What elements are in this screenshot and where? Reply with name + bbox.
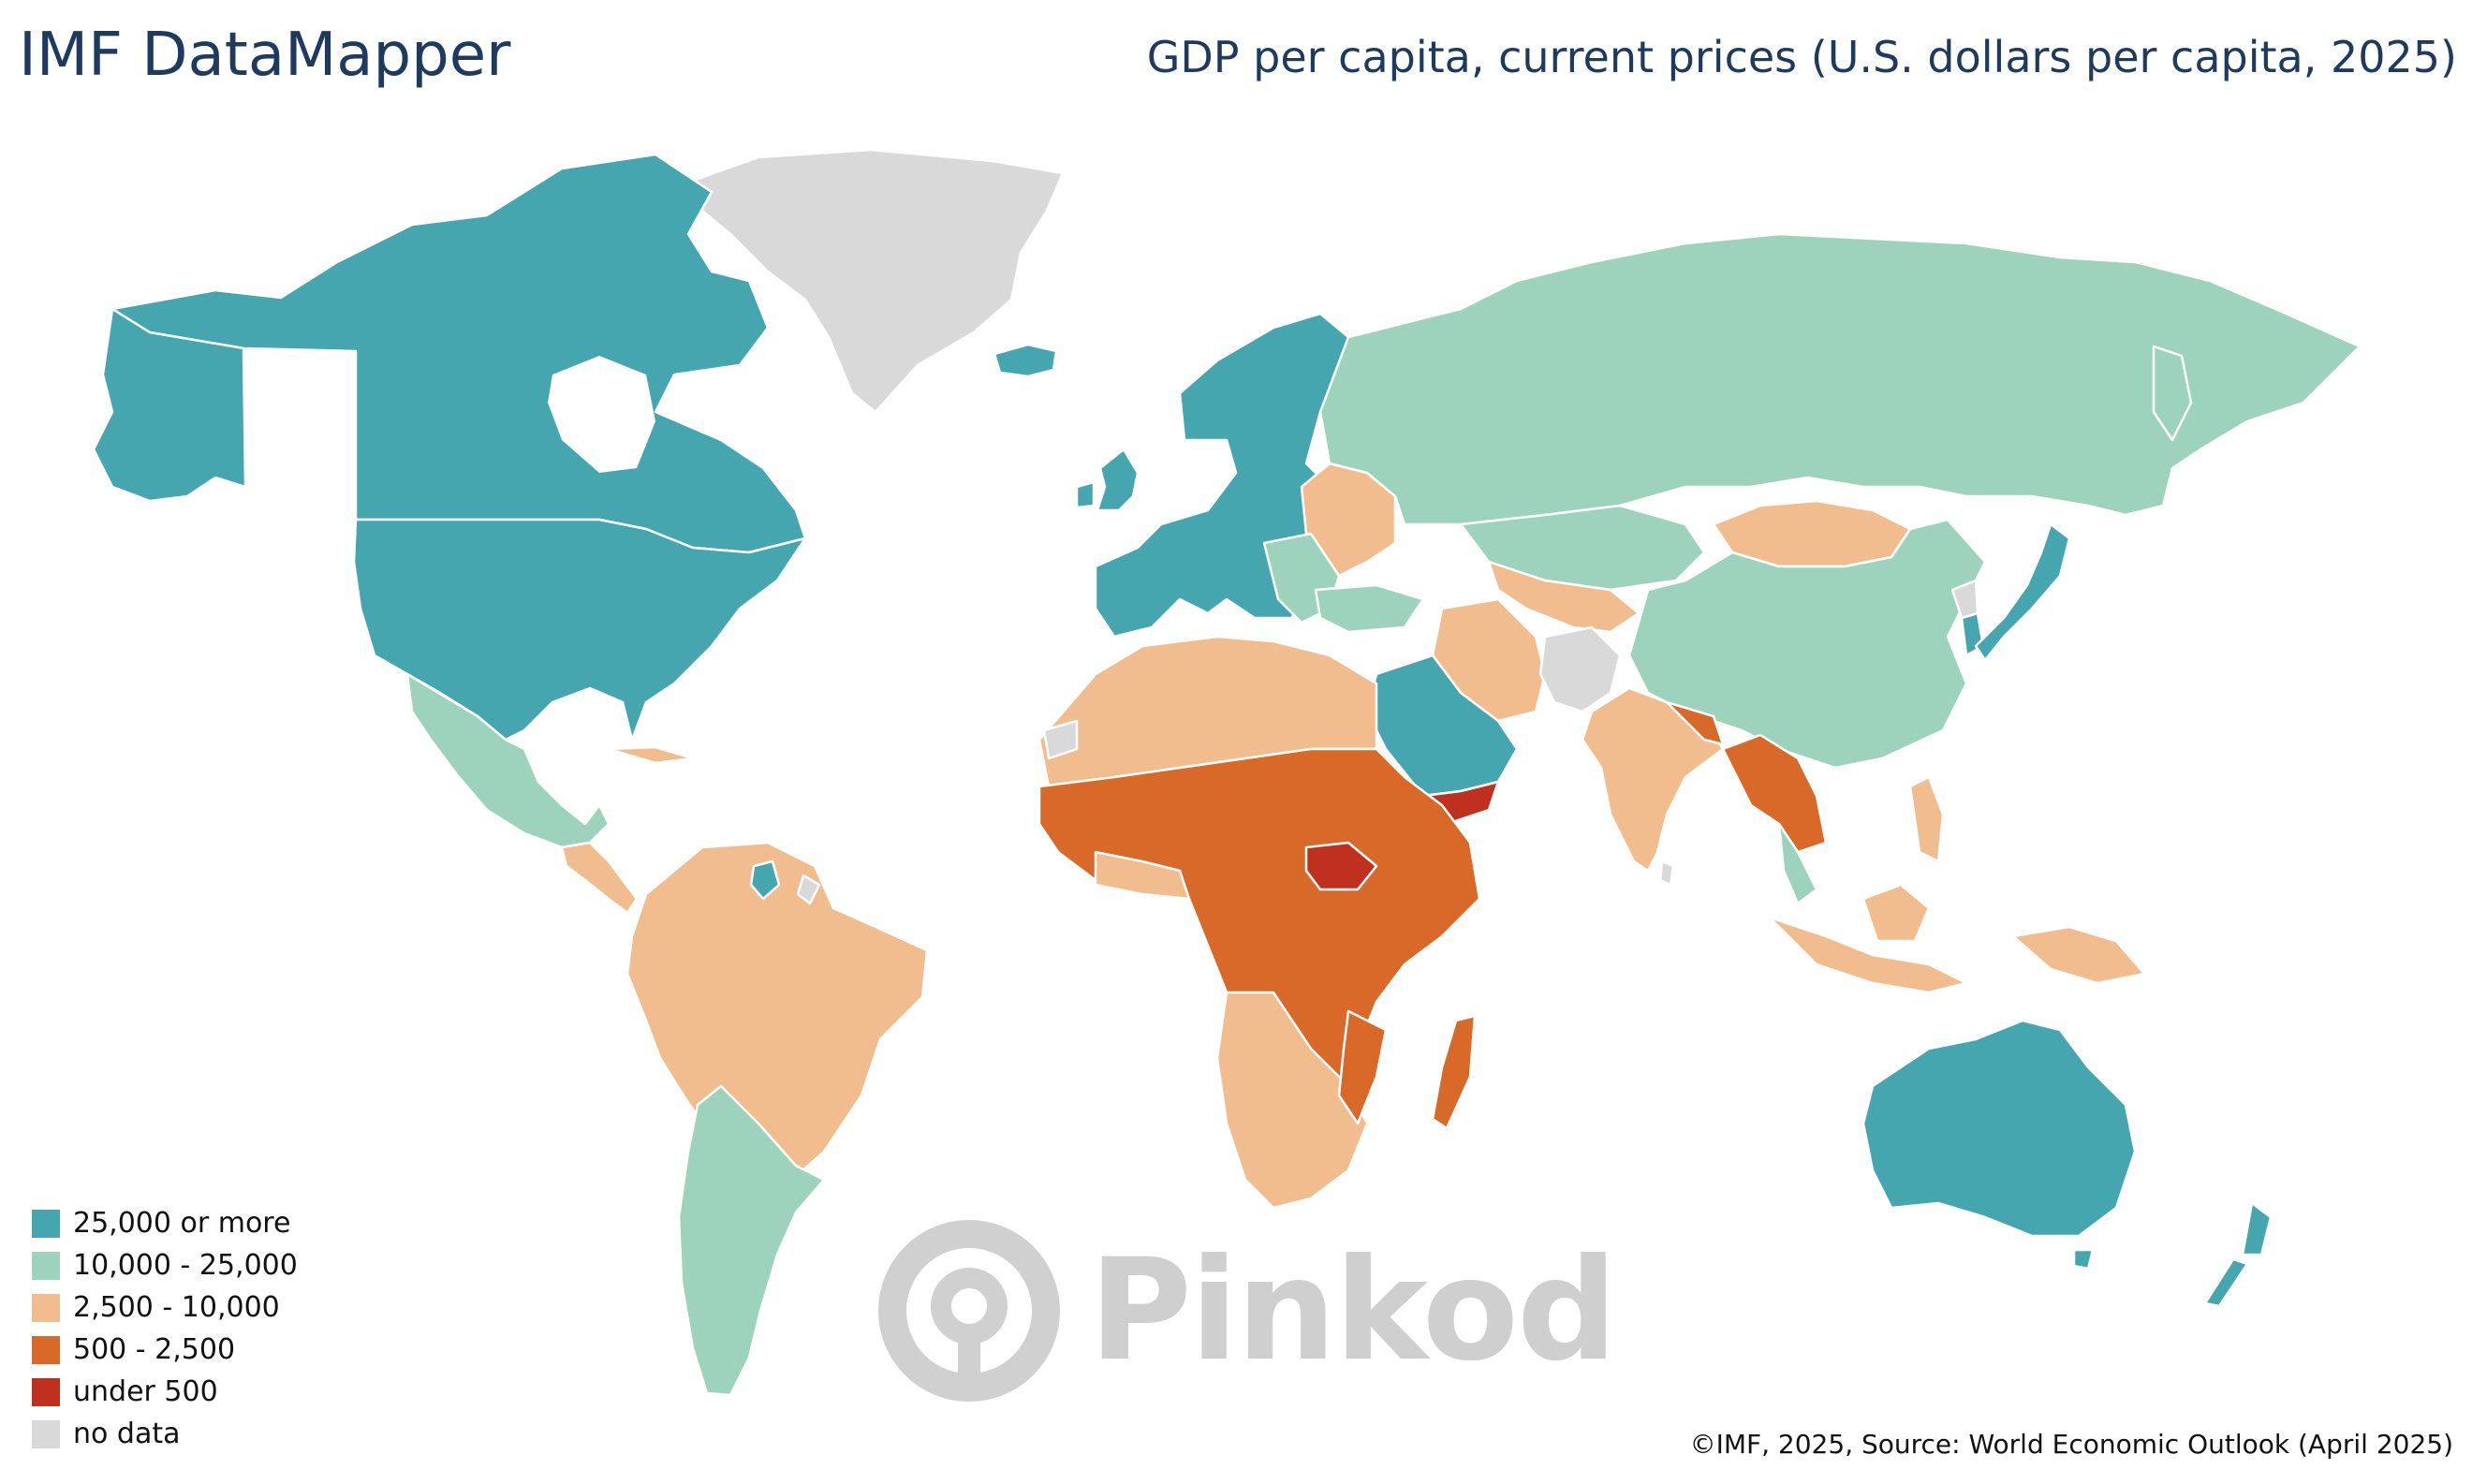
legend-swatch xyxy=(32,1251,60,1280)
region-kamchatka[interactable] xyxy=(2152,345,2193,442)
region-mainland-sea[interactable] xyxy=(1721,733,1828,854)
region-cuba[interactable] xyxy=(607,745,695,765)
region-western-sahara[interactable] xyxy=(1042,719,1079,760)
legend-item[interactable]: no data xyxy=(32,1413,298,1455)
legend-label: 25,000 or more xyxy=(73,1207,291,1240)
region-turkey[interactable] xyxy=(1314,583,1425,634)
legend-swatch xyxy=(32,1209,60,1238)
legend-item[interactable]: 2,500 - 10,000 xyxy=(32,1286,298,1329)
watermark: Pinkod xyxy=(876,1217,1617,1404)
legend-item[interactable]: 25,000 or more xyxy=(32,1202,298,1244)
region-central-america[interactable] xyxy=(560,841,639,915)
region-borneo[interactable] xyxy=(1861,883,1931,943)
region-madagascar[interactable] xyxy=(1431,1014,1477,1130)
region-iceland[interactable] xyxy=(993,343,1058,378)
region-guyana[interactable] xyxy=(749,860,781,901)
region-ireland[interactable] xyxy=(1075,480,1096,509)
region-central-asia[interactable] xyxy=(1487,560,1641,634)
app-title: IMF DataMapper xyxy=(19,21,511,90)
region-gulf-of-guinea[interactable] xyxy=(1094,850,1191,901)
region-uk[interactable] xyxy=(1096,448,1140,512)
legend-label: 10,000 - 25,000 xyxy=(73,1249,298,1282)
legend-swatch xyxy=(32,1335,60,1364)
indicator-title: GDP per capita, current prices (U.S. dol… xyxy=(1146,32,2457,82)
legend-swatch xyxy=(32,1293,60,1322)
hudson-bay xyxy=(548,356,655,473)
region-japan[interactable] xyxy=(1974,522,2071,662)
legend-label: no data xyxy=(73,1418,181,1450)
legend-item[interactable]: 500 - 2,500 xyxy=(32,1329,298,1371)
region-russia[interactable] xyxy=(1318,232,2362,526)
region-indonesia[interactable] xyxy=(1768,916,1968,994)
region-australia[interactable] xyxy=(1861,1019,2137,1238)
watermark-text: Pinkod xyxy=(1089,1229,1617,1392)
region-new-zealand[interactable] xyxy=(2203,1201,2273,1308)
region-afghanistan[interactable] xyxy=(1538,625,1622,713)
region-nepal-bangladesh[interactable] xyxy=(1665,700,1725,746)
legend-swatch xyxy=(32,1377,60,1406)
region-mozambique[interactable] xyxy=(1337,1009,1388,1125)
region-alaska[interactable] xyxy=(92,307,247,503)
region-thailand-malaysia[interactable] xyxy=(1777,822,1818,905)
region-philippines[interactable] xyxy=(1908,775,1945,863)
legend-label: 2,500 - 10,000 xyxy=(73,1291,280,1324)
region-south-sudan[interactable] xyxy=(1304,841,1378,891)
legend-swatch xyxy=(32,1419,60,1448)
region-mexico[interactable] xyxy=(405,672,611,849)
region-south-america[interactable] xyxy=(625,841,929,1186)
legend: 25,000 or more 10,000 - 25,000 2,500 - 1… xyxy=(32,1202,298,1455)
region-southern-africa[interactable] xyxy=(1215,991,1369,1210)
region-french-guiana[interactable] xyxy=(796,874,821,905)
watermark-logo-icon xyxy=(878,1220,1060,1402)
region-southern-cone[interactable] xyxy=(677,1084,826,1397)
region-north-korea[interactable] xyxy=(1950,579,1979,620)
legend-item[interactable]: under 500 xyxy=(32,1371,298,1413)
region-usa[interactable] xyxy=(352,518,807,742)
legend-label: 500 - 2,500 xyxy=(73,1333,236,1366)
region-sri-lanka[interactable] xyxy=(1658,860,1675,887)
region-greenland[interactable] xyxy=(672,148,1065,414)
source-credit: ©IMF, 2025, Source: World Economic Outlo… xyxy=(1689,1429,2453,1460)
region-tasmania[interactable] xyxy=(2072,1248,2095,1271)
legend-label: under 500 xyxy=(73,1375,218,1408)
legend-item[interactable]: 10,000 - 25,000 xyxy=(32,1244,298,1286)
region-new-guinea[interactable] xyxy=(2011,925,2146,985)
